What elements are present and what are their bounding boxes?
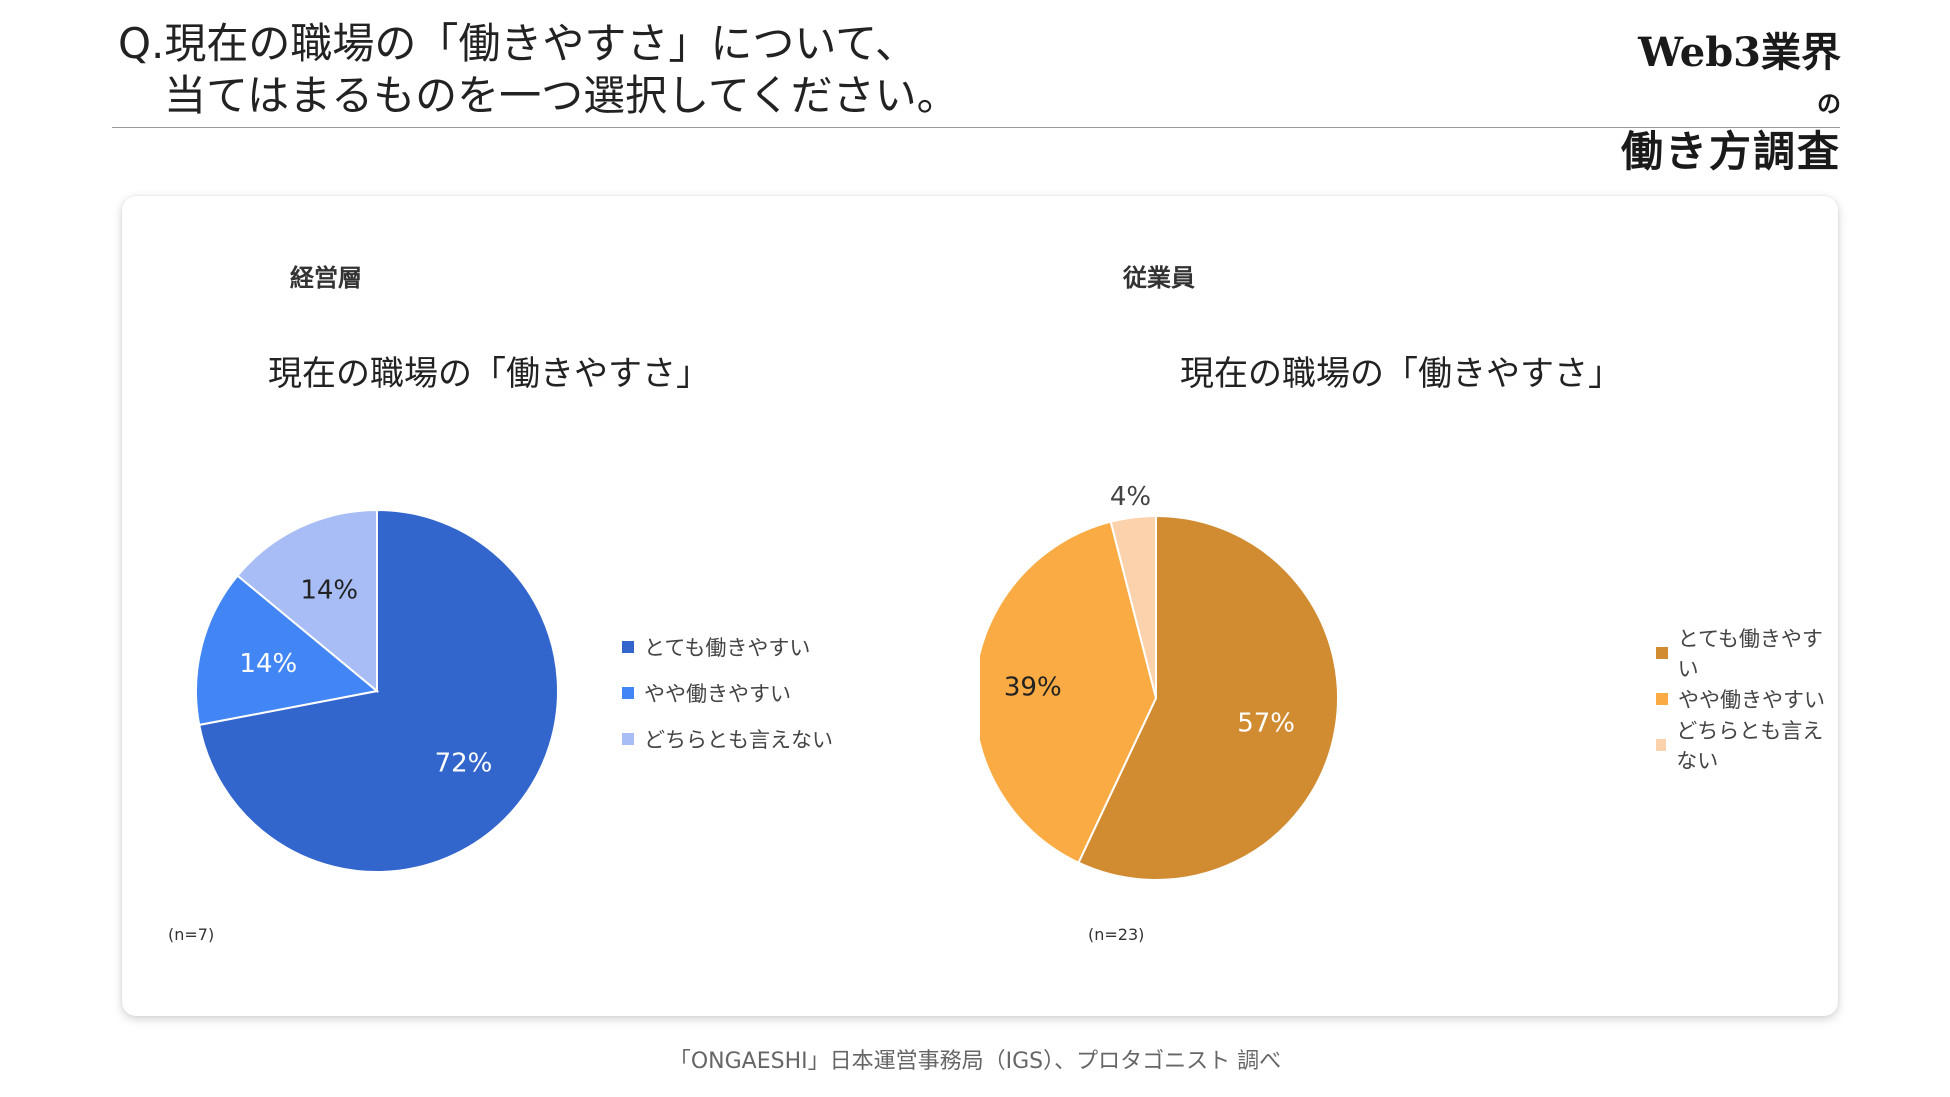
legend-swatch (1656, 693, 1668, 705)
legend-label: やや働きやすい (644, 682, 791, 706)
legend-label: どちらとも言えない (644, 728, 833, 752)
question-line-2: 当てはまるものを一つ選択してください。 (164, 71, 959, 120)
sample-size-label: (n=7) (168, 925, 215, 944)
panel-heading: 経営層 (290, 264, 362, 292)
legend-swatch (622, 641, 634, 653)
question-line-1: Q.現在の職場の「働きやすさ」について、 (118, 19, 918, 68)
chart-title: 現在の職場の「働きやすさ」 (1180, 354, 1622, 394)
pie-data-label-1: 72% (435, 749, 493, 779)
legend-label: とても働きやすい (1677, 627, 1823, 681)
legend-item-3: どちらとも言えない (622, 716, 833, 762)
header-divider (112, 127, 1840, 128)
brand-suffix: の (1817, 89, 1841, 118)
legend-item-2: やや働きやすい (622, 670, 833, 716)
legend-swatch (622, 733, 634, 745)
brand-main: Web3業界 (1638, 29, 1841, 76)
pie-data-label-2: 14% (239, 649, 297, 679)
legend-label: とても働きやすい (644, 636, 811, 660)
brand-line-1: Web3業界の (1621, 30, 1841, 127)
pie-slice-2 (195, 574, 380, 727)
pie-slice-3 (236, 508, 378, 694)
sample-size-label: (n=23) (1088, 925, 1145, 944)
pie-data-label-3: 4% (1110, 482, 1151, 512)
legend-swatch (1656, 739, 1667, 751)
pie-data-label-2: 39% (1004, 672, 1062, 702)
brand-logo: Web3業界の 働き方調査 (1621, 30, 1841, 177)
pie-data-label-1: 57% (1237, 709, 1295, 739)
chart-legend: とても働きやすい やや働きやすいどちらとも言えない (622, 624, 833, 762)
pie-slice-1 (198, 508, 559, 873)
pie-slice-1 (1077, 514, 1339, 881)
legend-item-1: とても働きやすい (622, 624, 833, 670)
legend-item-3: どちらとも言えない (1656, 719, 1838, 773)
legend-label: やや働きやすい (1678, 688, 1825, 712)
panel-executives: 経営層 現在の職場の「働きやすさ」 72% 14% 14% とても働きやすい やや働き… (122, 196, 980, 1016)
panel-employees: 従業員 現在の職場の「働きやすさ」 57% 39% 4% とても働きやすいやや働きや… (980, 196, 1838, 1016)
question-text: Q.現在の職場の「働きやすさ」について、 当てはまるものを一つ選択してください。 (118, 18, 959, 122)
legend-swatch (1656, 647, 1668, 659)
pie-chart-executives: 72% 14% 14% (195, 508, 559, 873)
pie-data-label-3: 14% (300, 575, 358, 605)
pie-chart-employees: 57% 39% 4% (980, 482, 1339, 881)
legend-label: どちらとも言えない (1676, 719, 1824, 773)
legend-swatch (622, 687, 634, 699)
panel-heading: 従業員 (1123, 264, 1195, 292)
chart-legend: とても働きやすいやや働きやすいどちらとも言えない (1656, 627, 1838, 773)
legend-item-1: とても働きやすい (1656, 627, 1838, 681)
chart-card: 経営層 現在の職場の「働きやすさ」 72% 14% 14% とても働きやすい やや働き… (122, 196, 1838, 1016)
source-footer: 「ONGAESHI」日本運営事務局（IGS）、プロタゴニスト 調べ (668, 1049, 1282, 1074)
legend-item-2: やや働きやすい (1656, 676, 1838, 722)
brand-line-2: 働き方調査 (1621, 127, 1842, 176)
pie-slice-3 (1109, 514, 1157, 699)
pie-slice-2 (980, 520, 1158, 865)
chart-title: 現在の職場の「働きやすさ」 (268, 354, 710, 394)
